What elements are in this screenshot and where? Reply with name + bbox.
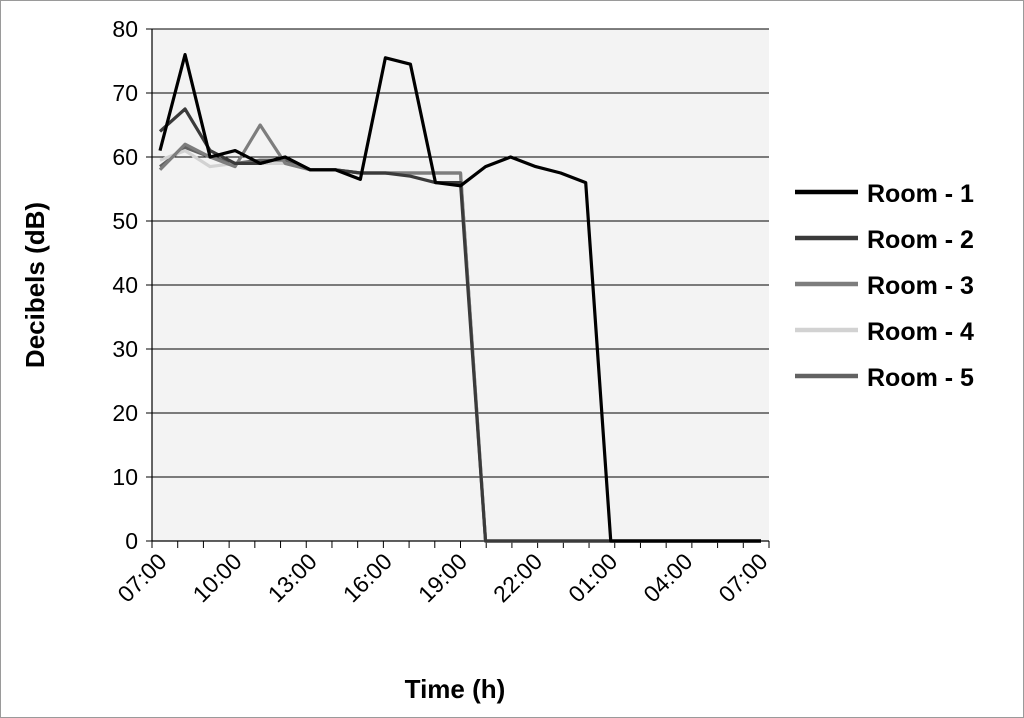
- gridlines: [146, 28, 769, 542]
- y-tick-label: 40: [112, 272, 138, 298]
- legend-label: Room - 3: [867, 272, 974, 300]
- legend-label: Room - 4: [867, 318, 974, 346]
- x-tick-label: 07:00: [112, 548, 171, 607]
- legend-label: Room - 2: [867, 226, 974, 254]
- x-tick-label: 04:00: [638, 548, 697, 607]
- y-tick-label: 60: [112, 144, 138, 170]
- x-tick-label: 10:00: [188, 548, 247, 607]
- x-tick-label: 16:00: [338, 548, 397, 607]
- series-line: [158, 52, 761, 543]
- y-tick-label: 50: [112, 208, 138, 234]
- y-tick-label: 30: [112, 336, 138, 362]
- x-tick-label: 13:00: [263, 548, 322, 607]
- legend-label: Room - 1: [867, 180, 974, 208]
- y-tick-label: 20: [112, 400, 138, 426]
- x-tick-label: 22:00: [488, 548, 547, 607]
- x-tick-labels: 07:00 10:00 13:00 16:00 19:00 22:00 01:00 04:00…: [112, 548, 772, 607]
- y-tick-label: 10: [112, 464, 138, 490]
- series-lines: [158, 52, 761, 543]
- x-tick-label: 07:00: [713, 548, 772, 607]
- legend: Room - 1 Room - 2 Room - 3 Room - 4 Room - 5: [795, 180, 974, 392]
- legend-label: Room - 5: [867, 364, 974, 392]
- x-tick-label: 19:00: [413, 548, 472, 607]
- x-axis-title: Time (h): [405, 674, 506, 704]
- x-tick-label: 01:00: [563, 548, 622, 607]
- y-tick-labels: 0 10 20 30 40 50 60 70 80: [112, 16, 138, 554]
- y-tick-label: 70: [112, 80, 138, 106]
- y-tick-label: 80: [112, 16, 138, 42]
- y-axis-title: Decibels (dB): [20, 202, 50, 368]
- y-tick-label: 0: [125, 528, 138, 554]
